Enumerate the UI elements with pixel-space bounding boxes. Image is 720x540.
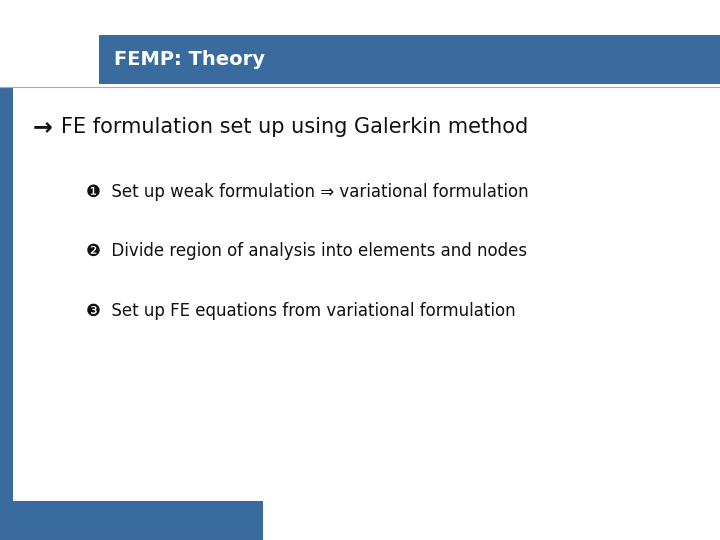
Text: ❸  Set up FE equations from variational formulation: ❸ Set up FE equations from variational f… bbox=[86, 301, 516, 320]
Text: ❷  Divide region of analysis into elements and nodes: ❷ Divide region of analysis into element… bbox=[86, 242, 528, 260]
Text: FEMP: Theory: FEMP: Theory bbox=[114, 50, 265, 69]
Text: →: → bbox=[32, 115, 52, 139]
Text: ❶  Set up weak formulation ⇒ variational formulation: ❶ Set up weak formulation ⇒ variational … bbox=[86, 183, 529, 201]
Text: FE formulation set up using Galerkin method: FE formulation set up using Galerkin met… bbox=[61, 117, 528, 137]
